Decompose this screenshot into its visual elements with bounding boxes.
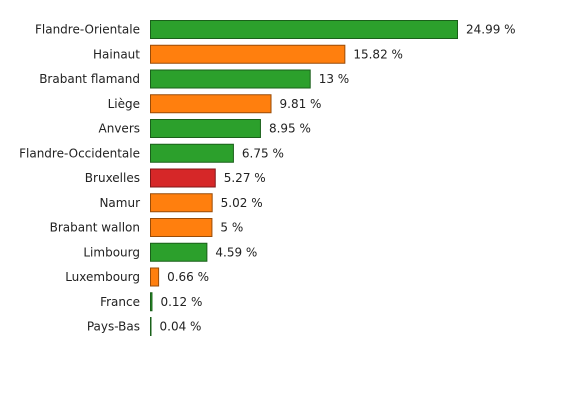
- bar: [150, 94, 272, 114]
- value-label: 8.95 %: [269, 122, 311, 136]
- category-label: Brabant flamand: [39, 72, 140, 86]
- bar: [150, 218, 213, 237]
- bar: [150, 242, 208, 262]
- category-label: Hainaut: [93, 47, 140, 61]
- bar: [150, 69, 311, 89]
- category-label: Namur: [99, 196, 140, 210]
- value-label: 15.82 %: [353, 47, 403, 61]
- value-label: 9.81 %: [280, 97, 322, 111]
- value-label: 5.02 %: [221, 196, 263, 210]
- value-label: 0.04 %: [160, 320, 202, 334]
- bar: [150, 317, 152, 336]
- category-label: Flandre-Orientale: [35, 23, 140, 37]
- bar: [150, 143, 234, 163]
- category-label: Bruxelles: [85, 171, 140, 185]
- value-label: 4.59 %: [215, 245, 257, 259]
- category-label: Limbourg: [83, 245, 140, 259]
- bar: [150, 193, 213, 213]
- bar: [150, 119, 261, 138]
- value-label: 5.27 %: [224, 171, 266, 185]
- bar: [150, 267, 160, 287]
- bar: [150, 44, 346, 64]
- bar: [150, 292, 153, 312]
- category-label: Pays-Bas: [87, 320, 140, 334]
- value-label: 5 %: [220, 221, 243, 235]
- value-label: 6.75 %: [242, 146, 284, 160]
- category-label: Liège: [108, 97, 140, 111]
- category-label: Luxembourg: [65, 270, 140, 284]
- category-label: Flandre-Occidentale: [19, 146, 140, 160]
- category-label: France: [100, 295, 140, 309]
- bar: [150, 20, 458, 39]
- category-label: Brabant wallon: [50, 221, 140, 235]
- value-label: 24.99 %: [466, 23, 516, 37]
- value-label: 0.12 %: [160, 295, 202, 309]
- value-label: 0.66 %: [167, 270, 209, 284]
- category-label: Anvers: [99, 122, 140, 136]
- bar: [150, 168, 216, 188]
- value-label: 13 %: [319, 72, 350, 86]
